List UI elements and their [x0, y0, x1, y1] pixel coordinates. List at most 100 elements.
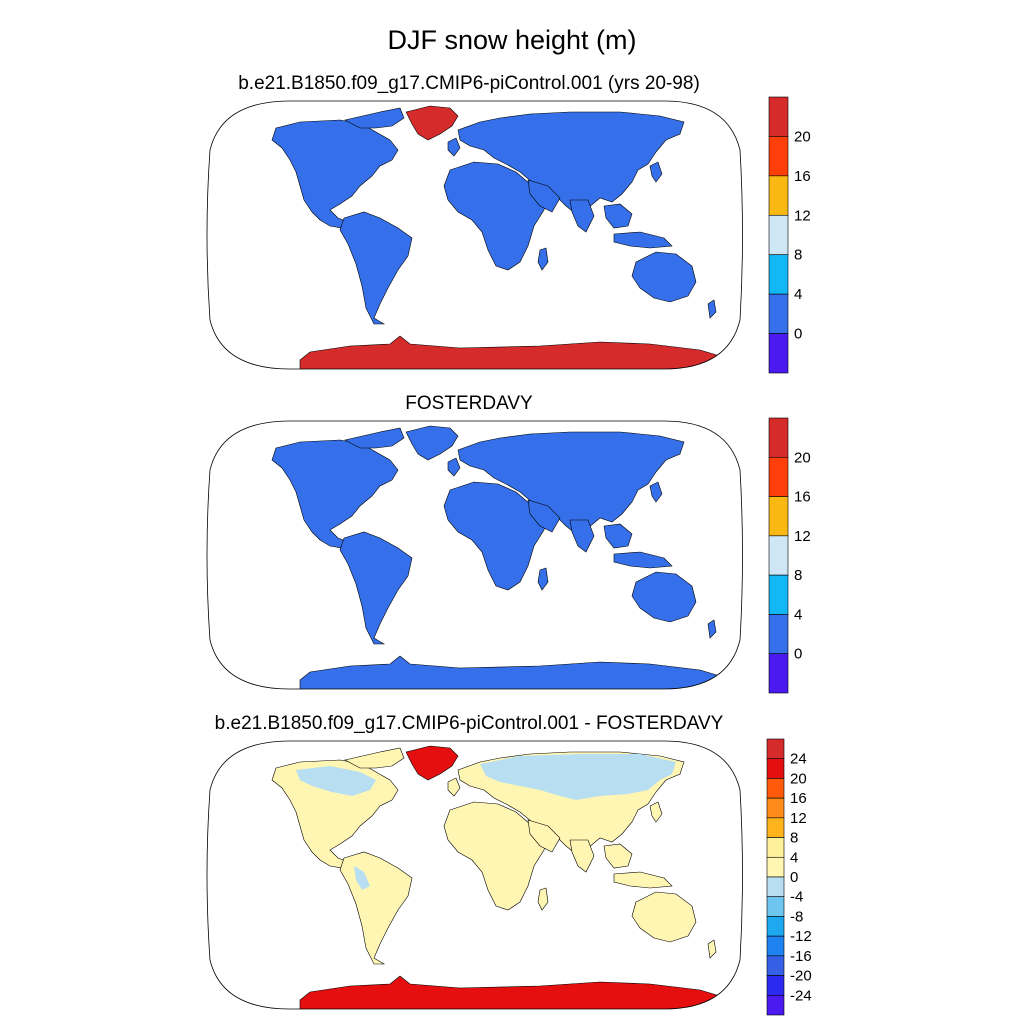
land-africa	[443, 161, 549, 271]
colorbar-label-0: 24	[790, 751, 807, 768]
colorbar-label-1: 16	[794, 489, 811, 506]
colorbar-box-2	[768, 496, 789, 537]
colorbar-box-4	[768, 574, 789, 615]
colorbar-label-5: 0	[794, 326, 802, 343]
colorbar-box-13	[766, 994, 785, 1016]
colorbar-label-6: 0	[790, 869, 798, 886]
land-arabia	[527, 179, 561, 213]
colorbar-box-2	[766, 778, 785, 799]
panel-2-colorbar: 20 16 12 8 4 0	[768, 417, 811, 694]
panel-1-colorbar: 20 16 12 8 4 0	[768, 96, 811, 374]
colorbar-label-5: 4	[790, 849, 798, 866]
colorbar-label-1: 16	[794, 168, 811, 185]
panel-3-map	[207, 741, 743, 1009]
colorbar-box-10	[766, 935, 785, 957]
land-canadaArch	[344, 107, 405, 129]
land-india	[569, 839, 595, 873]
colorbar-box-5	[766, 837, 785, 858]
land-india	[569, 519, 595, 553]
land-northAmerica	[271, 439, 399, 549]
land-uk	[447, 777, 461, 797]
land-uk	[447, 137, 461, 157]
land-nz	[707, 299, 717, 319]
colorbar-box-6	[768, 333, 789, 374]
colorbar-label-4: 4	[794, 286, 802, 303]
land-arabia	[527, 819, 561, 853]
panel-1: b.e21.B1850.f09_g17.CMIP6-piControl.001 …	[206, 73, 811, 374]
colorbar-box-1	[768, 456, 789, 497]
panel-2: FOSTERDAVY 20 16 12 8 4 0	[206, 393, 811, 694]
colorbar-label-0: 20	[794, 128, 811, 145]
land-madagascar	[537, 247, 549, 271]
land-greenland	[405, 105, 459, 141]
colorbar-label-9: -12	[790, 928, 812, 945]
land-northAmerica	[271, 119, 399, 229]
land-australia	[631, 571, 697, 623]
colorbar-box-0	[768, 417, 789, 458]
land-arabia	[527, 499, 561, 533]
colorbar-box-4	[766, 817, 785, 838]
land-uk	[447, 457, 461, 477]
land-seAsia	[603, 523, 633, 549]
colorbar-label-2: 12	[794, 207, 811, 224]
colorbar-box-7	[766, 876, 785, 898]
land-japan	[649, 481, 663, 503]
land-eurasia	[457, 431, 685, 535]
colorbar-label-1: 20	[790, 770, 807, 787]
colorbar-box-3	[768, 214, 789, 256]
colorbar-box-3	[766, 797, 785, 819]
panel-2-land	[271, 425, 741, 689]
colorbar-label-3: 12	[790, 810, 807, 827]
land-seAsia	[603, 203, 633, 229]
land-canadaArch	[344, 427, 405, 449]
panel-2-title: FOSTERDAVY	[405, 393, 533, 414]
figure-title: DJF snow height (m)	[387, 25, 636, 55]
land-madagascar	[537, 887, 549, 911]
colorbar-box-8	[766, 896, 785, 917]
land-indonesia	[613, 551, 673, 569]
land-madagascar	[537, 567, 549, 591]
land-southAmerica	[339, 531, 413, 645]
high-latitude-region-1	[296, 766, 376, 796]
colorbar-label-8: -8	[790, 908, 803, 925]
land-eurasia	[457, 111, 685, 215]
colorbar-box-12	[766, 975, 785, 996]
land-antarctica	[299, 975, 741, 1009]
colorbar-box-2	[768, 175, 789, 216]
land-antarctica	[299, 655, 741, 689]
land-australia	[631, 251, 697, 303]
panel-1-land	[271, 105, 741, 369]
land-indonesia	[613, 231, 673, 249]
colorbar-box-5	[768, 614, 789, 655]
high-latitude-region-2	[354, 866, 370, 890]
land-nz	[707, 619, 717, 639]
panel-3-land	[271, 745, 741, 1009]
colorbar-label-4: 4	[794, 606, 802, 623]
colorbar-label-5: 0	[794, 646, 802, 663]
panel-1-map	[207, 101, 743, 369]
land-antarctica	[299, 335, 741, 369]
land-indonesia	[613, 871, 673, 889]
land-australia	[631, 891, 697, 943]
panel-1-title: b.e21.B1850.f09_g17.CMIP6-piControl.001 …	[238, 73, 700, 94]
land-japan	[649, 801, 663, 823]
colorbar-label-2: 16	[790, 790, 807, 807]
colorbar-label-4: 8	[790, 830, 798, 847]
land-nz	[707, 939, 717, 959]
land-japan	[649, 161, 663, 183]
panel-1-map-outline	[206, 100, 743, 370]
colorbar-box-11	[766, 955, 785, 976]
colorbar-box-1	[768, 136, 789, 177]
land-greenland	[405, 425, 459, 461]
panel-3-map-outline	[206, 740, 743, 1010]
panel-3-title: b.e21.B1850.f09_g17.CMIP6-piControl.001 …	[215, 713, 724, 734]
colorbar-box-6	[766, 856, 785, 878]
land-seAsia	[603, 843, 633, 869]
panel-2-map	[207, 421, 743, 689]
colorbar-label-3: 8	[794, 247, 802, 264]
panel-3: b.e21.B1850.f09_g17.CMIP6-piControl.001 …	[206, 713, 812, 1016]
colorbar-box-5	[768, 293, 789, 334]
colorbar-label-0: 20	[794, 449, 811, 466]
colorbar-label-11: -20	[790, 968, 812, 985]
